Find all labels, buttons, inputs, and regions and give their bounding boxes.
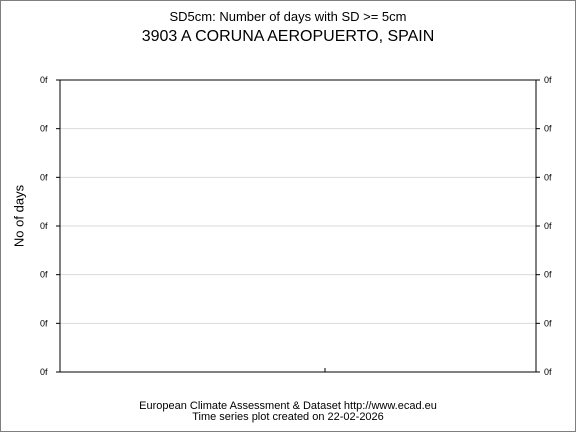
chart-subtitle: 3903 A CORUNA AEROPUERTO, SPAIN	[141, 28, 435, 45]
y-tick-label-left: 0f	[40, 221, 48, 231]
plot-area	[59, 79, 537, 373]
y-tick-label-right: 0f	[544, 270, 552, 280]
y-tick-label-right: 0f	[544, 172, 552, 182]
y-tick-label-left: 0f	[40, 318, 48, 328]
footer-created: Time series plot created on 22-02-2026	[192, 411, 384, 423]
chart-title: SD5cm: Number of days with SD >= 5cm	[169, 9, 407, 24]
footer-source: European Climate Assessment & Dataset ht…	[139, 400, 437, 412]
y-tick-label-right: 0f	[544, 318, 552, 328]
y-tick-label-right: 0f	[544, 75, 552, 85]
y-tick-label-left: 0f	[40, 75, 48, 85]
y-tick-label-left: 0f	[40, 367, 48, 377]
grid-lines	[60, 128, 536, 324]
y-tick-label-right: 0f	[544, 124, 552, 134]
axis-ticks	[56, 79, 540, 373]
y-tick-label-left: 0f	[40, 172, 48, 182]
y-tick-label-right: 0f	[544, 367, 552, 377]
y-tick-label-left: 0f	[40, 270, 48, 280]
tick-labels: 0f 0f 0f 0f 0f 0f 0f 0f 0f 0f 0f 0f 0f 0f	[40, 75, 552, 377]
y-tick-label-left: 0f	[40, 124, 48, 134]
y-tick-label-right: 0f	[544, 221, 552, 231]
